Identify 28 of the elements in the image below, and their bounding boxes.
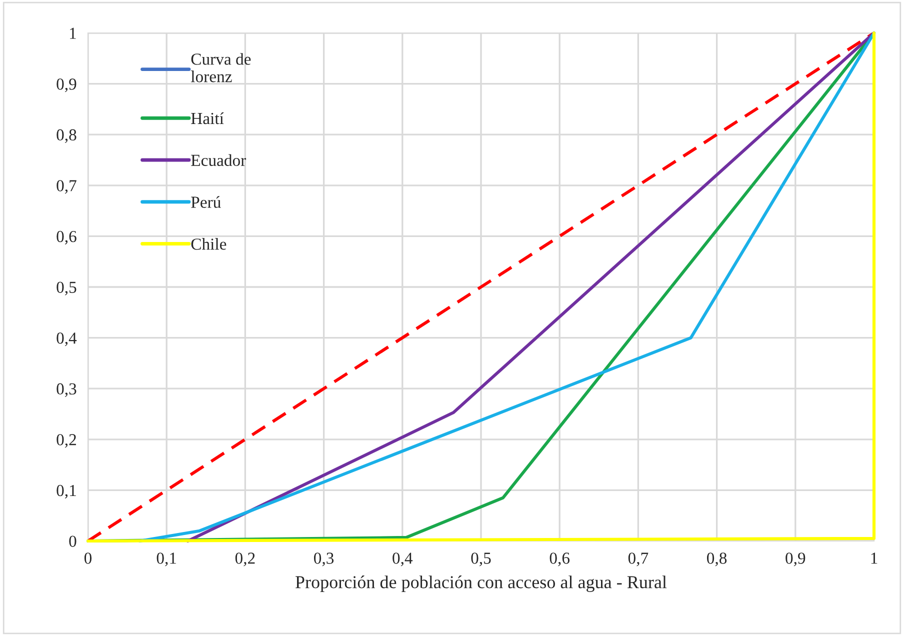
x-axis-title: Proporción de población con acceso al agua - Rural xyxy=(296,576,667,592)
y-tick-label: 0,8 xyxy=(56,129,76,143)
y-tick-label: 0,2 xyxy=(56,434,76,448)
y-tick-label: 0,3 xyxy=(56,383,76,397)
legend-label: Ecuador xyxy=(191,154,246,166)
y-tick-label: 1 xyxy=(70,28,76,39)
x-tick-label: 0,2 xyxy=(235,552,255,566)
x-tick-label: 0,5 xyxy=(471,552,491,566)
y-tick-label: 0,9 xyxy=(56,78,76,92)
y-tick-label: 0 xyxy=(69,536,76,547)
x-tick-label: 0,9 xyxy=(786,552,806,566)
y-tick-label: 0,6 xyxy=(56,230,76,245)
legend-label: Chile xyxy=(191,238,226,250)
x-tick-label: 1 xyxy=(871,552,878,564)
y-tick-label: 0,4 xyxy=(56,332,77,346)
x-tick-label: 0,3 xyxy=(314,552,334,566)
y-tick-label: 0,7 xyxy=(56,180,76,194)
x-tick-label: 0,7 xyxy=(628,552,648,566)
y-tick-label: 0,1 xyxy=(56,484,76,499)
legend-label: Perú xyxy=(191,196,221,208)
x-tick-label: 0,6 xyxy=(550,552,570,566)
y-tick-label: 0,5 xyxy=(56,282,76,296)
x-tick-label: 0,1 xyxy=(156,552,176,566)
legend-label: Haití xyxy=(191,112,224,124)
x-tick-label: 0,8 xyxy=(707,552,727,566)
x-tick-label: 0 xyxy=(84,552,92,564)
legend-label: Curva de lorenz xyxy=(190,53,251,82)
x-tick-label: 0,4 xyxy=(392,552,413,566)
